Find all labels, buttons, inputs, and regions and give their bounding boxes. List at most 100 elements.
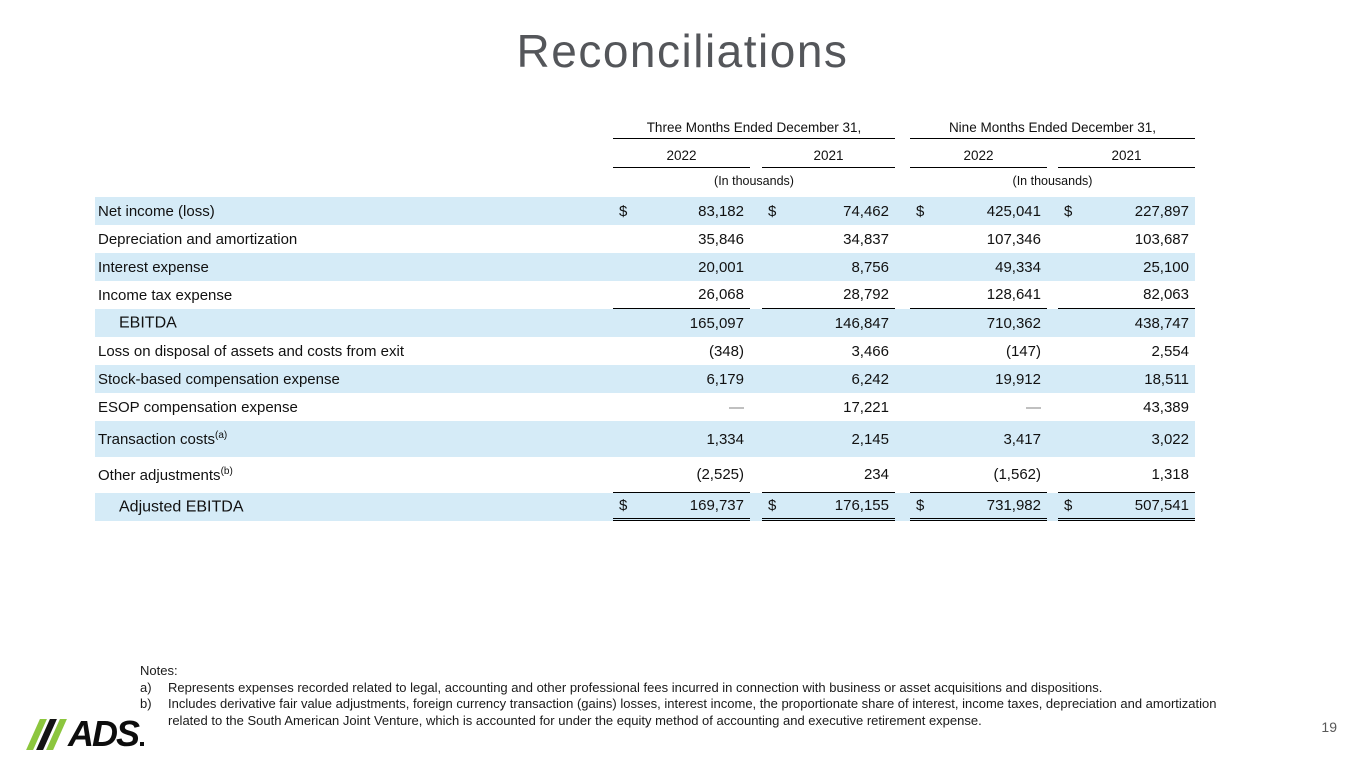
column-gap — [1047, 393, 1058, 421]
value-cell-3m-2021: $74,462 — [762, 197, 895, 225]
cell-value: 507,541 — [1134, 497, 1189, 514]
column-gap — [895, 393, 910, 421]
value-cell-9m-2021: $227,897 — [1058, 197, 1195, 225]
value-cell-9m-2021: 25,100 — [1058, 253, 1195, 281]
column-gap — [750, 281, 762, 309]
cell-value: 74,462 — [843, 202, 889, 220]
row-label: Transaction costs(a) — [98, 430, 228, 448]
value-cell-9m-2021: 43,389 — [1058, 393, 1195, 421]
notes-heading: Notes: — [140, 663, 178, 678]
row-label: Adjusted EBITDA — [119, 498, 244, 516]
value-cell-3m-2021: 234 — [762, 457, 895, 493]
column-gap — [1047, 309, 1058, 337]
value-cell-3m-2021: 146,847 — [762, 309, 895, 337]
column-gap — [750, 253, 762, 281]
value-cell-9m-2021: 3,022 — [1058, 421, 1195, 457]
column-gap — [750, 393, 762, 421]
value-cell-3m-2021: 34,837 — [762, 225, 895, 253]
row-label: EBITDA — [119, 314, 177, 332]
header-gap — [1047, 139, 1058, 168]
column-gap — [895, 421, 910, 457]
column-gap — [750, 365, 762, 393]
cell-value: 25,100 — [1143, 258, 1189, 276]
value-cell-3m-2021: 17,221 — [762, 393, 895, 421]
cell-value: 169,737 — [689, 497, 744, 514]
value-cell-3m-2021: 8,756 — [762, 253, 895, 281]
dollar-sign: $ — [1064, 497, 1073, 514]
row-label: Stock-based compensation expense — [98, 371, 340, 388]
column-gap — [1047, 493, 1058, 521]
cell-value: 49,334 — [995, 258, 1041, 276]
value-cell-9m-2022: (147) — [910, 337, 1047, 365]
value-cell-3m-2022: $169,737 — [613, 493, 750, 521]
value-cell-3m-2022: 35,846 — [613, 225, 750, 253]
value-cell-3m-2022: 1,334 — [613, 421, 750, 457]
value-cell-3m-2021: 6,242 — [762, 365, 895, 393]
cell-value: 18,511 — [1144, 370, 1189, 388]
header-gap — [895, 139, 910, 168]
table-row: Stock-based compensation expense 6,179 6… — [95, 365, 1195, 393]
table-header-years: 2022 2021 2022 2021 — [95, 139, 1195, 168]
cell-value: 3,466 — [851, 342, 889, 360]
cell-value: (2,525) — [696, 466, 744, 483]
cell-value: 146,847 — [834, 314, 889, 332]
cell-value: 1,318 — [1151, 466, 1189, 483]
column-gap — [895, 309, 910, 337]
cell-value: 425,041 — [986, 202, 1041, 220]
cell-value: 710,362 — [986, 314, 1041, 332]
column-gap — [1047, 281, 1058, 309]
column-gap — [1047, 365, 1058, 393]
column-gap — [1047, 253, 1058, 281]
value-cell-9m-2021: 2,554 — [1058, 337, 1195, 365]
value-cell-3m-2022: — — [613, 393, 750, 421]
value-cell-9m-2022: 128,641 — [910, 281, 1047, 309]
value-cell-3m-2022: (348) — [613, 337, 750, 365]
table-row: Transaction costs(a) 1,334 2,145 3,417 3… — [95, 421, 1195, 457]
note-marker: a) — [140, 679, 152, 695]
column-gap — [750, 493, 762, 521]
column-gap — [1047, 337, 1058, 365]
cell-value: (1,562) — [993, 466, 1041, 483]
column-gap — [895, 457, 910, 493]
row-label: Loss on disposal of assets and costs fro… — [98, 343, 404, 360]
cell-value: 2,145 — [851, 430, 889, 448]
cell-value: 176,155 — [834, 497, 889, 514]
year-header: 2022 — [910, 148, 1047, 168]
cell-value: 26,068 — [698, 286, 744, 303]
cell-value: (348) — [708, 342, 744, 360]
value-cell-9m-2022: — — [910, 393, 1047, 421]
cell-value: 128,641 — [986, 286, 1041, 303]
value-cell-9m-2021: $507,541 — [1058, 493, 1195, 521]
ads-logo-slashes-icon — [26, 718, 67, 750]
cell-value: — — [729, 398, 744, 416]
table-row: Net income (loss) $83,182 $74,462 $425,0… — [95, 197, 1195, 225]
cell-value: 438,747 — [1134, 314, 1189, 332]
column-gap — [750, 457, 762, 493]
value-cell-3m-2022: $83,182 — [613, 197, 750, 225]
column-gap — [1047, 197, 1058, 225]
column-gap — [895, 365, 910, 393]
ads-logo-text: ADS — [68, 713, 140, 754]
cell-value: 83,182 — [698, 202, 744, 220]
column-gap — [895, 225, 910, 253]
value-cell-9m-2022: $731,982 — [910, 493, 1047, 521]
column-group-three-months: Three Months Ended December 31, — [613, 120, 895, 139]
cell-value: 20,001 — [698, 258, 744, 276]
cell-value: (147) — [1005, 342, 1041, 360]
ads-logo-trademark-dot — [140, 742, 145, 746]
cell-value: 107,346 — [986, 230, 1041, 248]
table-body: Net income (loss) $83,182 $74,462 $425,0… — [95, 197, 1195, 521]
column-gap — [1047, 421, 1058, 457]
column-group-nine-months: Nine Months Ended December 31, — [910, 120, 1195, 139]
cell-value: 3,417 — [1003, 430, 1041, 448]
reconciliation-table: Three Months Ended December 31, Nine Mon… — [95, 113, 1195, 521]
page-title: Reconciliations — [516, 25, 849, 77]
cell-value: 8,756 — [851, 258, 889, 276]
table-row: Depreciation and amortization 35,846 34,… — [95, 225, 1195, 253]
value-cell-3m-2022: (2,525) — [613, 457, 750, 493]
value-cell-9m-2022: $425,041 — [910, 197, 1047, 225]
value-cell-9m-2021: 438,747 — [1058, 309, 1195, 337]
dollar-sign: $ — [619, 497, 628, 514]
column-gap — [750, 197, 762, 225]
column-gap — [750, 225, 762, 253]
